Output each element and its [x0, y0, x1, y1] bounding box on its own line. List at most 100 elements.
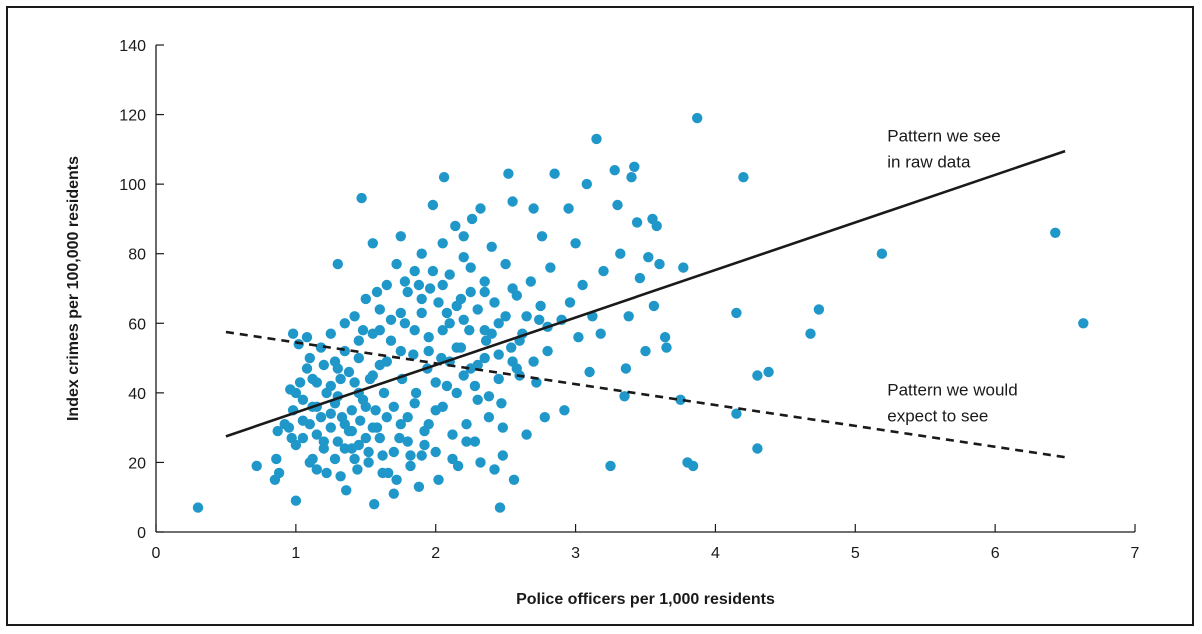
data-point [353, 352, 364, 364]
x-tick-label: 3 [571, 545, 580, 562]
data-point [427, 265, 439, 277]
data-point [629, 161, 640, 172]
data-point [591, 133, 602, 145]
data-point [381, 279, 392, 291]
data-point [290, 387, 302, 399]
data-point [813, 304, 825, 315]
data-point [631, 217, 643, 228]
data-point [497, 450, 508, 461]
data-point [388, 488, 399, 499]
data-point [369, 499, 380, 510]
data-point [511, 363, 522, 374]
data-point [437, 238, 448, 249]
data-point [388, 446, 399, 458]
data-point [353, 335, 364, 346]
data-point [360, 432, 371, 444]
data-point [496, 398, 507, 409]
data-point [479, 276, 490, 287]
data-point [489, 297, 500, 308]
data-point [381, 412, 392, 423]
data-point [325, 328, 336, 339]
data-point [192, 502, 204, 513]
data-point [374, 304, 385, 315]
data-point [304, 419, 315, 430]
raw-data-trend-line [225, 149, 1066, 438]
data-point [465, 363, 476, 374]
data-point [525, 276, 536, 287]
data-point [419, 439, 430, 451]
data-point [626, 172, 637, 183]
data-point [374, 325, 385, 336]
x-axis-title: Police officers per 1,000 residents [516, 591, 775, 608]
data-points [192, 112, 1089, 513]
data-point [559, 405, 570, 416]
data-point [352, 464, 363, 475]
data-point [479, 286, 490, 298]
data-point [493, 349, 504, 360]
data-point [503, 168, 514, 179]
data-point [1050, 227, 1061, 238]
data-point [528, 203, 539, 214]
data-point [508, 474, 520, 485]
data-point [640, 345, 651, 357]
data-point [542, 345, 553, 357]
data-point [290, 495, 302, 506]
y-tick-label: 120 [119, 108, 146, 125]
data-point [654, 258, 665, 270]
data-point [623, 311, 634, 322]
raw-data-annotation: Pattern we see in raw data [887, 126, 1000, 171]
data-point [335, 373, 346, 385]
data-point [480, 335, 492, 346]
data-point [349, 453, 360, 465]
data-point [465, 262, 476, 273]
data-point [595, 328, 606, 339]
data-point [416, 293, 427, 305]
data-point [286, 432, 297, 444]
data-point [564, 297, 576, 308]
x-tick-label: 6 [991, 545, 1000, 562]
data-point [469, 436, 481, 447]
data-point [370, 405, 381, 416]
data-point [598, 265, 609, 277]
data-point [643, 252, 654, 263]
data-point [433, 474, 444, 485]
data-point [339, 443, 350, 454]
data-point [301, 332, 313, 343]
axes: 0 1 2 3 4 5 6 7 0 20 40 60 80 100 120 140 [119, 38, 1139, 562]
data-point [472, 304, 483, 315]
x-tick-label: 4 [711, 545, 720, 562]
data-point [479, 352, 490, 364]
data-point [329, 453, 341, 465]
data-point [346, 405, 357, 416]
x-tick-label: 2 [431, 545, 440, 562]
data-point [731, 408, 742, 419]
data-point [461, 436, 472, 447]
data-point [402, 436, 413, 447]
data-point [441, 307, 453, 319]
data-point [483, 391, 495, 402]
data-point [335, 471, 346, 482]
data-point [692, 112, 703, 124]
data-point [378, 387, 390, 399]
data-point [381, 356, 392, 367]
data-point [349, 377, 360, 388]
data-point [486, 241, 497, 252]
data-point [441, 380, 453, 392]
data-point [311, 464, 322, 475]
expected-annotation: Pattern we would expect to see [887, 380, 1017, 425]
data-point [294, 377, 306, 388]
data-point [455, 342, 467, 353]
data-point [413, 279, 425, 291]
data-point [301, 363, 313, 374]
data-point [297, 432, 309, 444]
chart-frame [6, 6, 1194, 626]
data-point [678, 262, 689, 273]
data-point [377, 467, 388, 479]
data-point [391, 474, 402, 485]
data-point [437, 279, 448, 291]
data-point [521, 429, 532, 440]
data-point [409, 265, 420, 277]
y-tick-label: 100 [119, 177, 146, 194]
data-point [413, 481, 425, 492]
data-point [451, 300, 462, 312]
